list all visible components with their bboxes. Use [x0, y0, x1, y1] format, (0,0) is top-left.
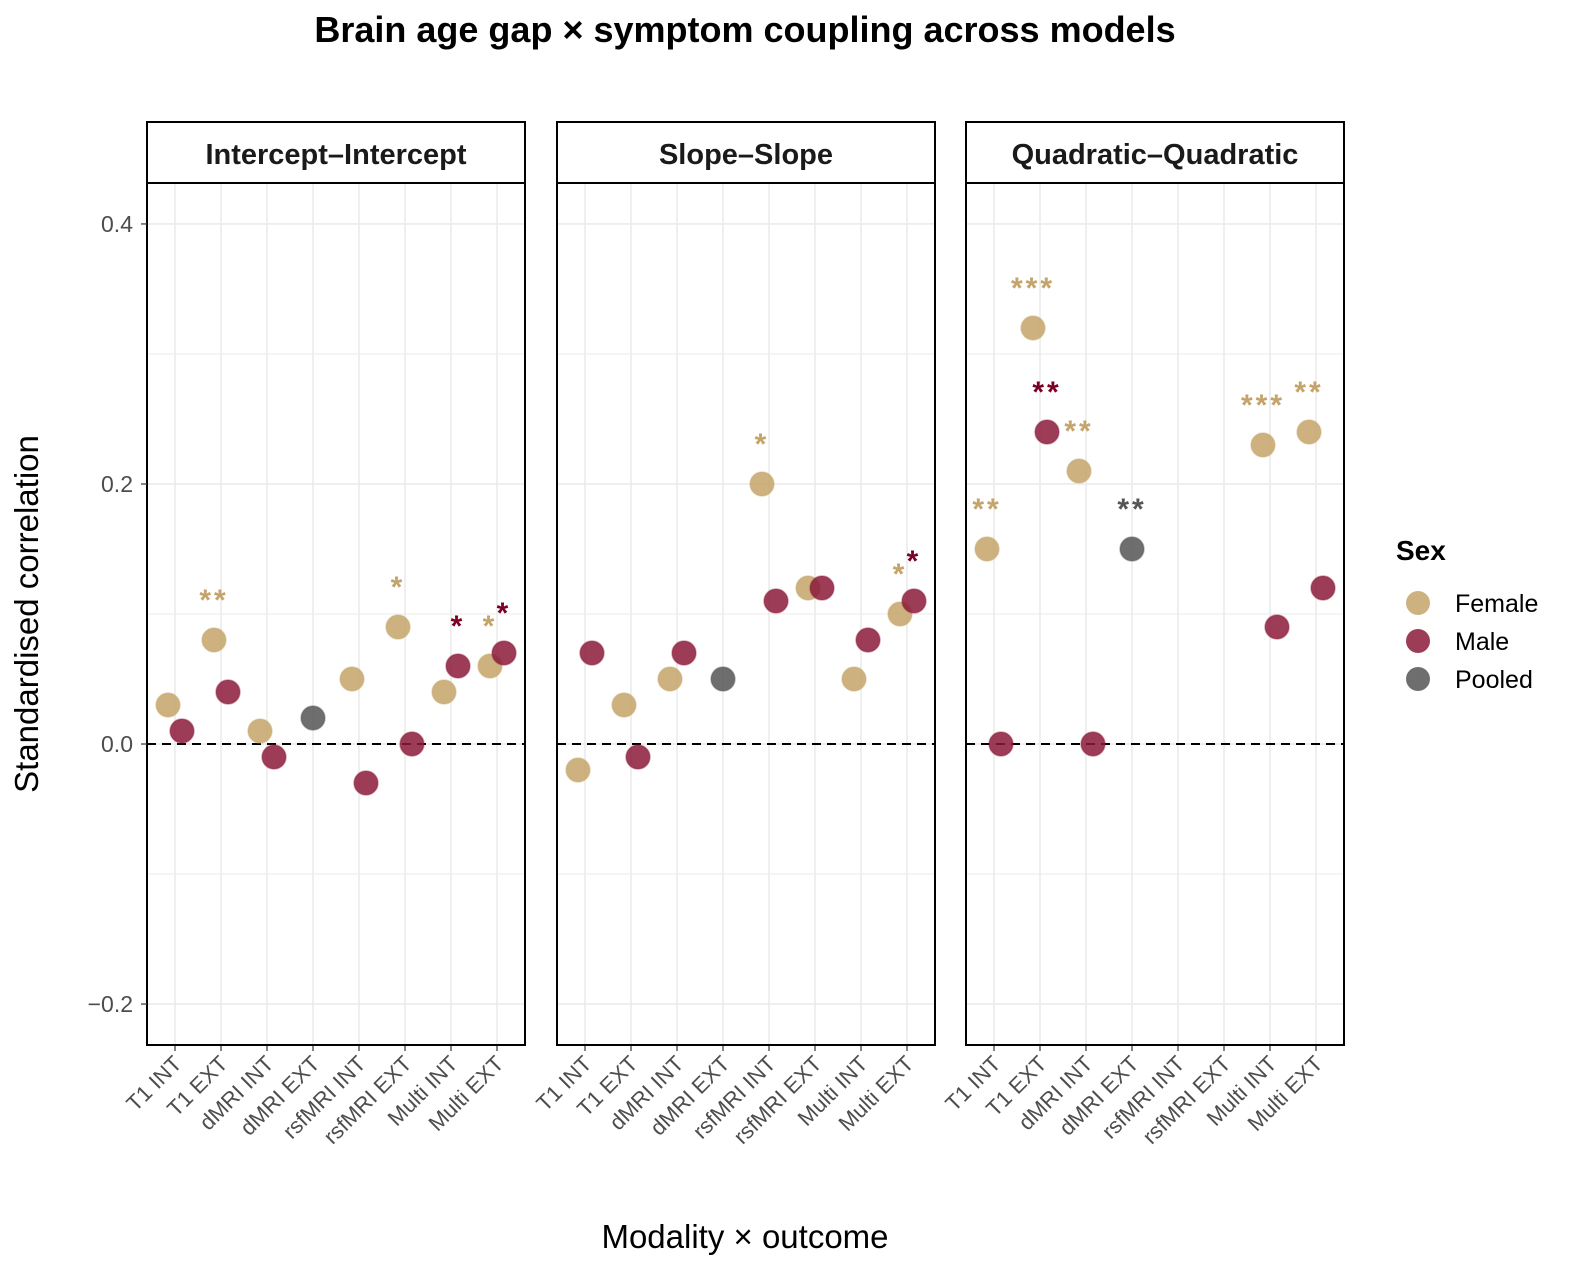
- significance-marker: **: [1294, 376, 1323, 409]
- significance-marker: *: [755, 428, 770, 461]
- data-point-pooled: [1119, 536, 1145, 562]
- data-point-male: [261, 744, 287, 770]
- data-point-male: [763, 588, 789, 614]
- data-point-female: [1020, 315, 1046, 341]
- data-point-male: [353, 770, 379, 796]
- data-point-male: [399, 731, 425, 757]
- data-point-male: [579, 640, 605, 666]
- significance-marker: **: [1117, 493, 1146, 526]
- data-point-male: [169, 718, 195, 744]
- panel-border: [556, 182, 936, 1046]
- significance-marker: *: [497, 597, 512, 630]
- panel-border: [965, 182, 1345, 1046]
- data-point-female: [431, 679, 457, 705]
- data-point-pooled: [300, 705, 326, 731]
- data-point-female: [1066, 458, 1092, 484]
- data-point-male: [1080, 731, 1106, 757]
- y-tick-label: 0.4: [101, 211, 133, 237]
- data-point-male: [901, 588, 927, 614]
- data-point-pooled: [710, 666, 736, 692]
- panel-strip-label: Quadratic–Quadratic: [1012, 139, 1299, 171]
- legend-label: Pooled: [1455, 666, 1533, 694]
- data-point-female: [565, 757, 591, 783]
- data-point-female: [611, 692, 637, 718]
- significance-marker: *: [451, 610, 466, 643]
- y-axis-label: Standardised correlation: [8, 435, 45, 793]
- legend-label: Male: [1455, 628, 1509, 656]
- data-point-male: [855, 627, 881, 653]
- significance-marker: *: [893, 558, 908, 591]
- legend-title: Sex: [1396, 535, 1446, 566]
- data-point-female: [155, 692, 181, 718]
- y-tick-label: −0.2: [88, 991, 133, 1017]
- significance-marker: **: [199, 584, 228, 617]
- data-point-female: [339, 666, 365, 692]
- legend-key-male: [1406, 629, 1430, 653]
- data-point-female: [974, 536, 1000, 562]
- data-point-male: [988, 731, 1014, 757]
- data-point-female: [1250, 432, 1276, 458]
- legend: Sex Female Male Pooled: [1396, 535, 1538, 694]
- panel-strip: [146, 121, 526, 184]
- legend-key-pooled: [1406, 667, 1430, 691]
- data-point-female: [247, 718, 273, 744]
- data-point-male: [491, 640, 517, 666]
- data-point-female: [201, 627, 227, 653]
- significance-marker: ***: [1241, 389, 1285, 422]
- data-point-female: [1296, 419, 1322, 445]
- x-axis-label: Modality × outcome: [601, 1218, 888, 1255]
- data-point-male: [671, 640, 697, 666]
- panel-strip-label: Slope–Slope: [659, 139, 833, 171]
- significance-marker: *: [907, 545, 922, 578]
- data-point-male: [1310, 575, 1336, 601]
- significance-marker: **: [1032, 376, 1061, 409]
- panel-strip: [965, 121, 1345, 184]
- data-point-male: [809, 575, 835, 601]
- legend-key-female: [1406, 591, 1430, 615]
- significance-marker: *: [483, 610, 498, 643]
- y-tick-label: 0.2: [101, 471, 133, 497]
- significance-marker: ***: [1011, 272, 1055, 305]
- data-point-female: [385, 614, 411, 640]
- data-point-female: [657, 666, 683, 692]
- panel-strip: [556, 121, 936, 184]
- significance-marker: **: [1064, 415, 1093, 448]
- data-point-male: [445, 653, 471, 679]
- data-point-male: [625, 744, 651, 770]
- panel-strip-label: Intercept–Intercept: [205, 139, 466, 171]
- chart-title: Brain age gap × symptom coupling across …: [314, 9, 1175, 50]
- legend-label: Female: [1455, 590, 1538, 618]
- data-point-male: [1264, 614, 1290, 640]
- data-point-female: [749, 471, 775, 497]
- significance-marker: *: [391, 571, 406, 604]
- data-point-male: [215, 679, 241, 705]
- data-point-female: [841, 666, 867, 692]
- panel-border: [146, 182, 526, 1046]
- y-tick-label: 0.0: [101, 731, 133, 757]
- significance-marker: **: [972, 493, 1001, 526]
- data-point-male: [1034, 419, 1060, 445]
